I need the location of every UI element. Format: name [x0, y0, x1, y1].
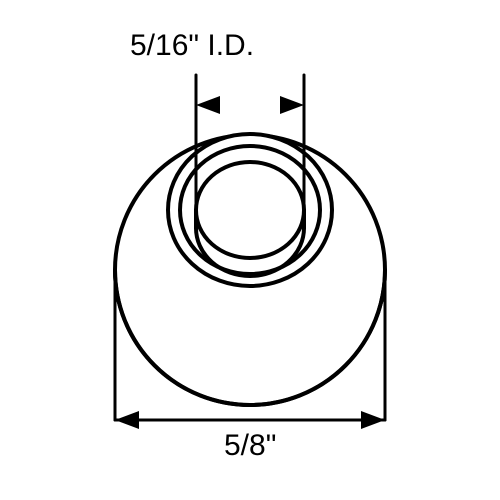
- od-arrow-left: [115, 411, 139, 429]
- id-arrow-left: [196, 96, 220, 114]
- id-arrow-right: [280, 96, 304, 114]
- od-arrow-right: [361, 411, 385, 429]
- outer-diameter-label: 5/8": [224, 429, 276, 462]
- inner-diameter-label: 5/16" I.D.: [130, 29, 254, 62]
- outer-flange-front-arc: [115, 270, 385, 405]
- dimensioned-part-diagram: 5/16" I.D. 5/8": [0, 0, 500, 500]
- bore-top-ellipse: [196, 162, 304, 258]
